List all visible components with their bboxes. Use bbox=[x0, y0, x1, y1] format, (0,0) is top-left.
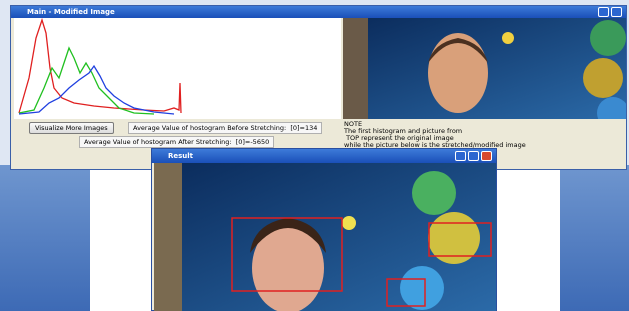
histogram-panel bbox=[14, 18, 341, 119]
after-label: Average Value of hostogram After Stretch… bbox=[79, 136, 274, 148]
result-image bbox=[154, 163, 496, 311]
close-button[interactable] bbox=[481, 151, 492, 161]
desktop: Main - Modified Image Visualize More Ima… bbox=[0, 0, 629, 311]
original-image bbox=[343, 18, 626, 119]
visualize-button[interactable]: Visualize More Images bbox=[29, 122, 114, 134]
before-label: Average Value of hostogram Before Stretc… bbox=[128, 122, 322, 134]
window-title: Main - Modified Image bbox=[27, 8, 115, 16]
title-bar: Result bbox=[152, 149, 496, 163]
minimize-button[interactable] bbox=[455, 151, 466, 161]
histogram-background bbox=[14, 18, 341, 119]
maximize-button[interactable] bbox=[468, 151, 479, 161]
desktop-backdrop bbox=[560, 165, 629, 311]
main-window: Main - Modified Image Visualize More Ima… bbox=[10, 5, 627, 170]
maximize-button[interactable] bbox=[611, 7, 622, 17]
note: NOTE The first histogram and picture fro… bbox=[344, 121, 526, 149]
title-bar: Main - Modified Image bbox=[11, 6, 626, 18]
result-window: Result bbox=[151, 148, 497, 311]
minimize-button[interactable] bbox=[598, 7, 609, 17]
window-title: Result bbox=[168, 152, 193, 160]
